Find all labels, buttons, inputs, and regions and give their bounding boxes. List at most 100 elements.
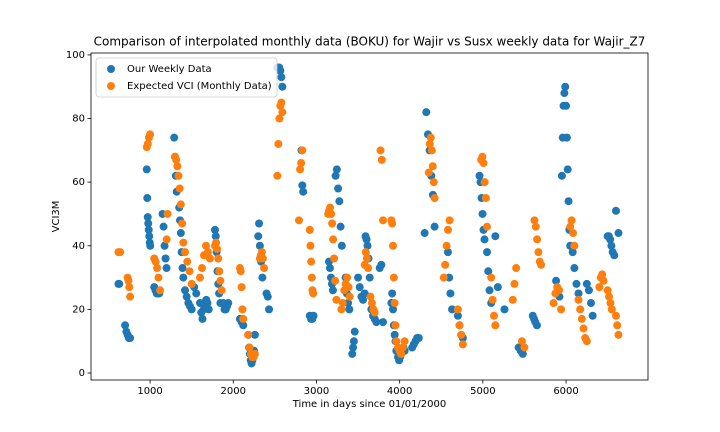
point bbox=[610, 251, 619, 260]
point bbox=[362, 254, 371, 263]
point bbox=[325, 264, 334, 273]
point bbox=[372, 318, 381, 327]
point bbox=[588, 311, 597, 320]
point bbox=[480, 178, 489, 187]
point bbox=[500, 305, 509, 314]
point bbox=[599, 276, 608, 285]
point bbox=[582, 279, 591, 288]
point bbox=[142, 165, 151, 174]
point bbox=[366, 292, 375, 301]
point bbox=[143, 213, 152, 222]
point bbox=[298, 181, 307, 190]
point bbox=[561, 82, 570, 91]
point bbox=[277, 73, 286, 82]
point bbox=[124, 276, 133, 285]
point bbox=[577, 314, 586, 323]
point bbox=[534, 248, 543, 257]
point bbox=[254, 232, 263, 241]
point bbox=[338, 299, 347, 308]
point bbox=[493, 283, 502, 292]
point bbox=[328, 286, 337, 295]
point bbox=[355, 283, 364, 292]
point bbox=[359, 295, 368, 304]
point bbox=[146, 130, 155, 139]
point bbox=[572, 279, 581, 288]
point bbox=[360, 289, 369, 298]
point bbox=[475, 171, 484, 180]
point bbox=[567, 216, 576, 225]
point bbox=[508, 295, 517, 304]
point bbox=[428, 162, 437, 171]
point bbox=[179, 238, 188, 247]
point bbox=[203, 299, 212, 308]
point bbox=[161, 254, 170, 263]
point bbox=[557, 305, 566, 314]
point bbox=[422, 108, 431, 117]
point bbox=[244, 330, 253, 339]
point bbox=[181, 248, 190, 257]
point bbox=[388, 219, 397, 228]
point bbox=[446, 289, 455, 298]
point bbox=[329, 235, 338, 244]
x-axis-label: Time in days since 01/01/2000 bbox=[292, 399, 447, 410]
point bbox=[611, 206, 620, 215]
point bbox=[530, 216, 539, 225]
point bbox=[485, 286, 494, 295]
point bbox=[160, 241, 169, 250]
point bbox=[518, 349, 527, 358]
point bbox=[307, 273, 316, 282]
point bbox=[205, 254, 214, 263]
point bbox=[555, 286, 564, 295]
point bbox=[439, 273, 448, 282]
point bbox=[361, 248, 370, 257]
point bbox=[337, 241, 346, 250]
point bbox=[569, 229, 578, 238]
point bbox=[397, 349, 406, 358]
point bbox=[566, 222, 575, 231]
point bbox=[273, 171, 282, 180]
point bbox=[258, 273, 267, 282]
axes-frame bbox=[90, 52, 649, 381]
point bbox=[178, 219, 187, 228]
point bbox=[258, 254, 267, 263]
point bbox=[250, 349, 259, 358]
point bbox=[296, 165, 305, 174]
point bbox=[614, 229, 623, 238]
point bbox=[172, 155, 181, 164]
point bbox=[453, 311, 462, 320]
point bbox=[370, 308, 379, 317]
point bbox=[483, 248, 492, 257]
point bbox=[537, 260, 546, 269]
point bbox=[176, 200, 185, 209]
point bbox=[211, 232, 220, 241]
point bbox=[210, 225, 219, 234]
legend-box bbox=[95, 57, 278, 98]
point bbox=[430, 222, 439, 231]
point bbox=[307, 257, 316, 266]
point bbox=[557, 171, 566, 180]
y-tick-label: 60 bbox=[72, 177, 85, 188]
point bbox=[425, 139, 434, 148]
point bbox=[605, 292, 614, 301]
point bbox=[488, 295, 497, 304]
legend-label: Expected VCI (Monthly Data) bbox=[127, 81, 272, 92]
point bbox=[531, 222, 540, 231]
point bbox=[162, 235, 171, 244]
point bbox=[245, 343, 254, 352]
point bbox=[263, 292, 272, 301]
point bbox=[334, 184, 343, 193]
point bbox=[443, 248, 452, 257]
point bbox=[343, 273, 352, 282]
point bbox=[441, 260, 450, 269]
point bbox=[367, 299, 376, 308]
point bbox=[257, 248, 266, 257]
point bbox=[197, 264, 206, 273]
point bbox=[176, 229, 185, 238]
point bbox=[239, 321, 248, 330]
point bbox=[512, 264, 521, 273]
point bbox=[389, 273, 398, 282]
point bbox=[429, 178, 438, 187]
point bbox=[144, 225, 153, 234]
point bbox=[115, 279, 124, 288]
